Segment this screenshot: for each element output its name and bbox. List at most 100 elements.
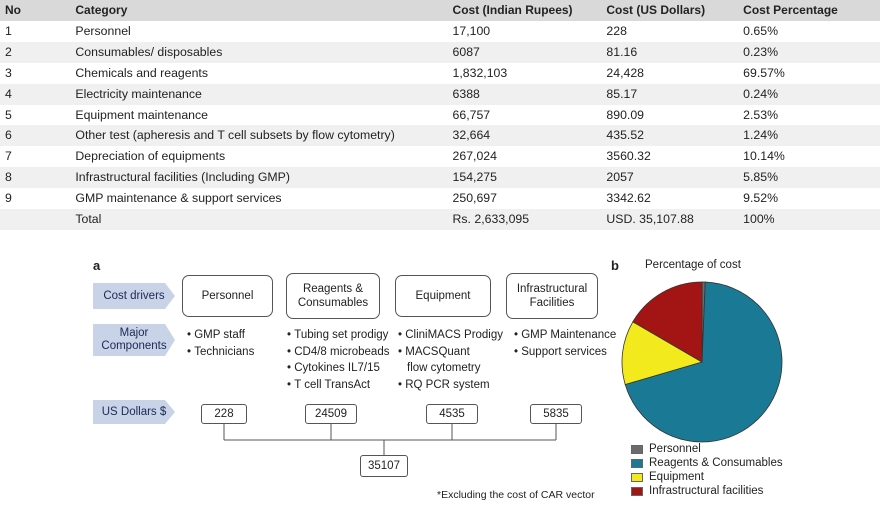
cell-cost-percentage: 1.24% [738,125,880,147]
pie-slice-infrastructure [632,281,703,363]
cell-cost-percentage: 0.23% [738,41,880,63]
cell-cost-usd: 81.16 [601,41,739,63]
cell-cost-percentage: 5.85% [738,167,880,189]
header-cost-percentage: Cost Percentage [738,0,880,21]
cell-cost-percentage: 100% [738,209,880,230]
driver-equipment-text: Equipment [415,290,471,302]
cell-category: Depreciation of equipments [75,149,226,164]
cell-cost-inr: 154,275 [447,167,602,189]
header-no: No [0,0,71,21]
legend-swatch [631,458,643,468]
pie-slice-equipment [621,321,704,386]
cell-cost-inr: 17,100 [452,23,491,38]
component-item: Technicians [187,344,254,361]
cell-cost-usd: 890.09 [606,107,645,122]
component-item: T cell TransAct [287,377,389,394]
major-components-label: Major Components [93,324,175,356]
table-row: 2 Consumables/ disposables 6087 81.16 0.23% [0,41,880,63]
cost-table: No Category Cost (Indian Rupees) Cost (U… [0,0,880,230]
driver-personnel-text: Personnel [201,290,254,302]
cell-cost-percentage: 10.14% [743,149,785,164]
component-item-continued: flow cytometry [398,360,503,377]
dollars-personnel-value: 228 [214,408,234,420]
dollars-reagents-value: 24509 [315,408,347,420]
us-dollars-label: US Dollars $ [93,400,175,424]
driver-reagents-text-2: Consumables [297,297,369,309]
cell-category: GMP maintenance & support services [75,191,282,206]
cell-cost-inr: 66,757 [452,107,491,122]
component-item: Cytokines IL7/15 [287,360,389,377]
dollars-reagents-box: 24509 [305,404,357,424]
cell-cost-percentage: 69.57% [743,65,785,80]
table-row: 5 Equipment maintenance 66,757 890.09 2.53% [0,105,880,126]
cell-no: 5 [5,107,12,122]
cell-no: 4 [0,83,71,105]
cell-cost-usd: 24,428 [606,65,645,80]
components-equipment: CliniMACS Prodigy MACSQuant flow cytomet… [398,327,503,393]
table-row: 8 Infrastructural facilities (Including G… [0,167,880,189]
dollars-personnel-box: 228 [201,404,247,424]
legend-swatch [631,472,643,482]
us-dollars-text: US Dollars $ [101,405,167,418]
component-item: GMP staff [187,327,254,344]
component-item: Support services [514,344,616,361]
major-components-text-1: Major [119,327,149,339]
driver-reagents-text-1: Reagents & [302,283,364,295]
header-category: Category [70,0,448,21]
pie-chart [621,281,783,443]
legend-entry: Reagents & Consumables [631,456,783,470]
cost-drivers-label: Cost drivers [93,283,175,309]
dollars-total-box: 35107 [360,455,408,477]
cell-cost-usd: 3342.62 [606,191,651,206]
panel-b-letter: b [611,258,619,273]
components-reagents: Tubing set prodigy CD4/8 microbeads Cyto… [287,327,389,393]
table-row: 7 Depreciation of equipments 267,024 3560.3… [0,146,880,167]
legend-label: Infrastructural facilities [649,485,764,497]
cell-cost-usd: 3560.32 [606,149,651,164]
legend-entry: Infrastructural facilities [631,484,783,498]
driver-infrastructure-text-1: Infrastructural [516,283,588,295]
cell-cost-percentage: 2.53% [743,107,779,122]
driver-infrastructure-text-2: Facilities [529,297,575,309]
table-row: Total Rs. 2,633,095 USD. 35,107.88 100% [0,209,880,230]
pie-legend: Personnel Reagents & Consumables Equipment… [631,442,783,498]
pie-title: Percentage of cost [645,259,741,271]
component-item: RQ PCR system [398,377,503,394]
cell-category: Electricity maintenance [70,83,448,105]
cell-cost-inr: 6087 [447,41,602,63]
cell-no: 8 [0,167,71,189]
dollars-infrastructure-value: 5835 [543,408,569,420]
header-cost-usd: Cost (US Dollars) [601,0,739,21]
cell-no: 7 [5,149,12,164]
cell-no: 6 [0,125,71,147]
cell-cost-usd: USD. 35,107.88 [601,209,739,230]
major-components-text-2: Components [101,340,167,352]
cell-cost-inr: 1,832,103 [452,65,508,80]
components-personnel: GMP staff Technicians [187,327,254,360]
cell-cost-percentage: 0.24% [738,83,880,105]
driver-personnel-box: Personnel [182,275,273,317]
driver-equipment-box: Equipment [395,275,491,317]
component-item: MACSQuant [398,344,503,361]
cell-category: Total [70,209,448,230]
cell-no [0,209,71,230]
cell-cost-inr: 6388 [447,83,602,105]
cell-cost-inr: 250,697 [452,191,497,206]
dollars-equipment-value: 4535 [439,408,465,420]
cell-cost-usd: 435.52 [601,125,739,147]
component-item: CD4/8 microbeads [287,344,389,361]
table-row: 3 Chemicals and reagents 1,832,103 24,428 69… [0,63,880,84]
component-item-continued-text: flow cytometry [407,362,481,374]
table-row: 6 Other test (apheresis and T cell subset… [0,125,880,147]
component-item: GMP Maintenance [514,327,616,344]
component-item: CliniMACS Prodigy [398,327,503,344]
cell-category: Chemicals and reagents [75,65,208,80]
cell-no: 2 [0,41,71,63]
table-row: 9 GMP maintenance & support services 250,6… [0,188,880,209]
legend-entry: Equipment [631,470,783,484]
header-cost-inr: Cost (Indian Rupees) [447,0,602,21]
cell-category: Consumables/ disposables [70,41,448,63]
cell-cost-inr: 267,024 [452,149,497,164]
cell-no: 9 [5,191,12,206]
